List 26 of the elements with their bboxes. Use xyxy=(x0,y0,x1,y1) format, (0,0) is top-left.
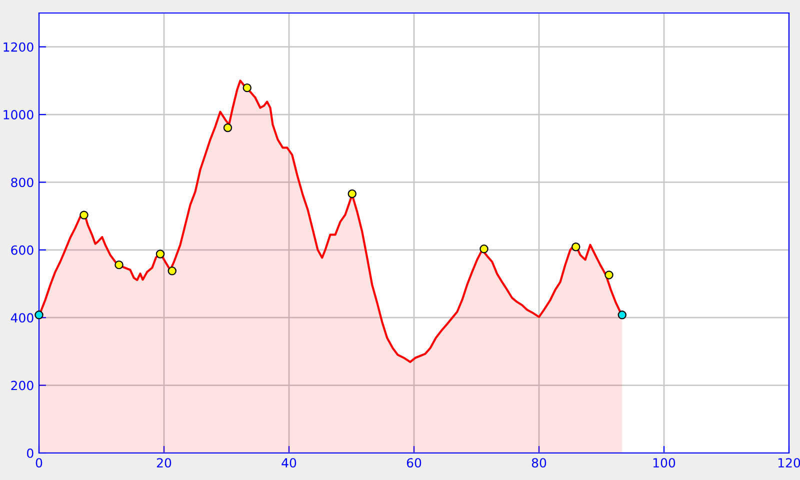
point xyxy=(480,244,488,254)
point xyxy=(156,250,165,258)
y-tick-label: 1000 xyxy=(4,110,34,120)
y-tick-label: 600 xyxy=(11,245,34,255)
y-tick-label: 1200 xyxy=(4,42,34,52)
x-tick-label: 120 xyxy=(778,458,800,468)
point xyxy=(114,260,124,270)
point xyxy=(242,83,252,92)
point xyxy=(168,266,176,276)
y-tick-label: 0 xyxy=(27,448,34,458)
point xyxy=(348,189,356,198)
point xyxy=(572,242,580,252)
point xyxy=(604,270,614,280)
x-tick-label: 20 xyxy=(156,458,172,468)
y-tick-label: 400 xyxy=(10,313,34,323)
x-tick-label: 100 xyxy=(653,458,676,468)
point xyxy=(618,310,626,320)
point xyxy=(80,210,88,220)
point xyxy=(223,123,232,132)
x-tick-label: 0 xyxy=(36,458,42,468)
y-tick-label: 200 xyxy=(11,380,34,390)
x-tick-label: 60 xyxy=(406,458,422,468)
point xyxy=(34,310,44,320)
x-tick-label: 80 xyxy=(532,458,546,468)
y-tick-label: 800 xyxy=(11,178,34,188)
x-tick-label: 40 xyxy=(282,458,296,468)
